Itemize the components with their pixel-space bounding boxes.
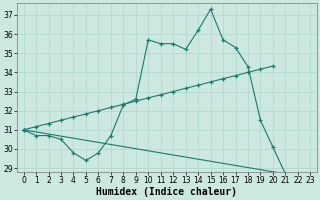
X-axis label: Humidex (Indice chaleur): Humidex (Indice chaleur) xyxy=(96,186,237,197)
